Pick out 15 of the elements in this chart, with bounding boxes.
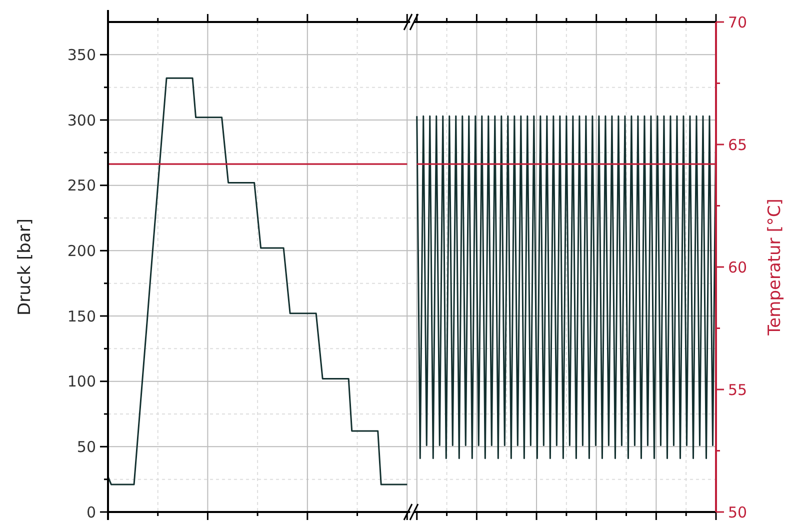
y2-tick-label: 60 [728,258,748,276]
y2-tick-label: 70 [728,13,748,32]
y-tick-label: 100 [67,372,96,391]
y-tick-label: 150 [67,307,96,326]
y-tick-label: 250 [67,176,96,195]
y-tick-label: 50 [76,438,96,456]
y-tick-label: 0 [86,503,96,522]
y2-tick-label: 55 [728,380,748,399]
y2-tick-label: 65 [728,136,748,154]
y-axis-title: Druck [bar] [15,218,35,316]
y-tick-label: 200 [67,242,96,260]
y2-axis-title: Temperatur [°C] [765,198,785,336]
y2-tick-label: 50 [728,503,748,522]
y-tick-label: 350 [67,46,96,64]
y-tick-label: 300 [67,111,96,130]
